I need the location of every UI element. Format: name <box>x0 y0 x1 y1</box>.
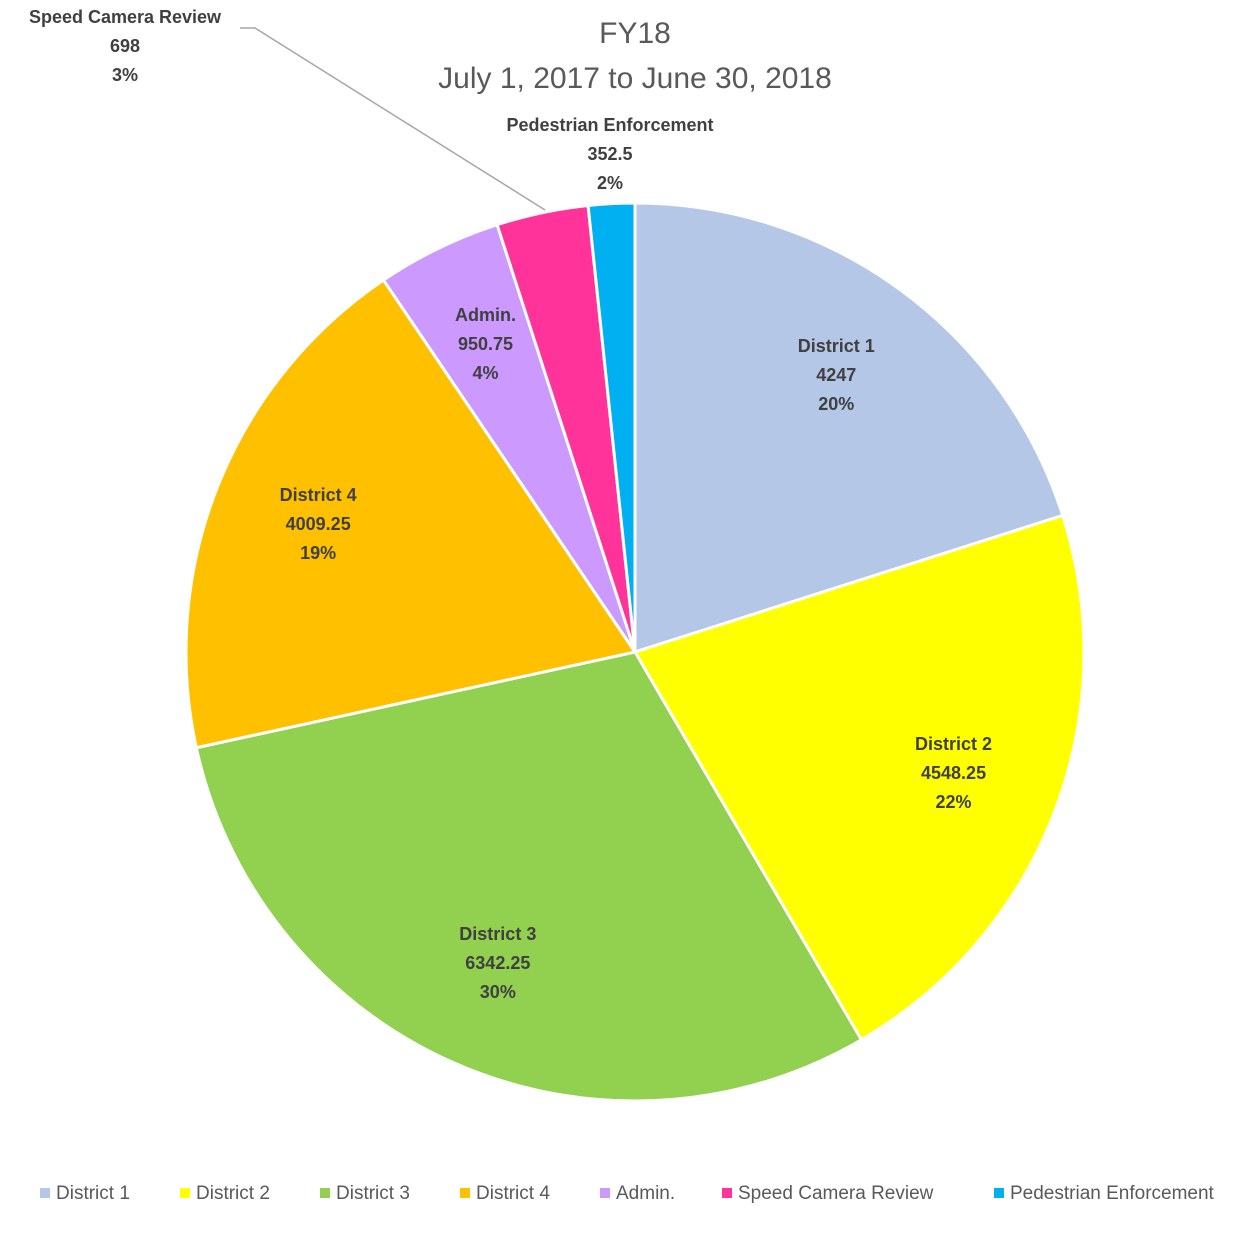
legend-label: District 1 <box>56 1183 130 1204</box>
label-percent: 3% <box>112 65 138 85</box>
label-value: 950.75 <box>458 334 513 354</box>
label-percent: 20% <box>818 394 854 414</box>
pie-slice <box>586 201 637 653</box>
label-name: District 2 <box>915 734 992 754</box>
legend-swatch <box>722 1188 732 1198</box>
data-label: Speed Camera Review 698 3% <box>29 7 222 85</box>
data-label: District 4 4009.25 19% <box>280 485 357 563</box>
label-name: District 1 <box>798 336 875 356</box>
label-name: Pedestrian Enforcement <box>506 115 713 135</box>
data-label: Admin. 950.75 4% <box>455 305 516 383</box>
data-label: District 2 4548.25 22% <box>915 734 992 812</box>
pie-slice <box>194 650 864 1103</box>
legend-label: Speed Camera Review <box>738 1183 934 1204</box>
label-percent: 22% <box>936 792 972 812</box>
label-name: District 4 <box>280 485 357 505</box>
data-label: District 1 4247 20% <box>798 336 875 414</box>
legend-swatch <box>180 1188 190 1198</box>
leader-line <box>240 27 546 211</box>
legend-label: District 2 <box>196 1183 270 1204</box>
legend-swatch <box>994 1188 1004 1198</box>
data-label: Pedestrian Enforcement 352.5 2% <box>506 115 713 193</box>
pie-slice <box>632 513 1086 1042</box>
label-name: Admin. <box>455 305 516 325</box>
label-percent: 4% <box>473 363 499 383</box>
label-percent: 2% <box>597 173 623 193</box>
label-percent: 19% <box>300 543 336 563</box>
legend-label: District 4 <box>476 1183 550 1204</box>
chart-title: FY18 <box>599 17 671 50</box>
pie-slice <box>633 201 1065 655</box>
legend-swatch <box>320 1188 330 1198</box>
label-name: District 3 <box>459 924 536 944</box>
legend-label: Pedestrian Enforcement <box>1010 1183 1215 1204</box>
legend-label: Admin. <box>616 1183 675 1204</box>
legend-swatch <box>460 1188 470 1198</box>
label-value: 4247 <box>816 365 856 385</box>
pie-slice <box>184 277 638 750</box>
label-value: 698 <box>110 36 140 56</box>
chart-subtitle: July 1, 2017 to June 30, 2018 <box>438 62 832 95</box>
label-value: 4009.25 <box>286 514 351 534</box>
legend-swatch <box>40 1188 50 1198</box>
data-label: District 3 6342.25 30% <box>459 924 536 1002</box>
label-value: 4548.25 <box>921 763 986 783</box>
label-value: 6342.25 <box>465 953 530 973</box>
label-percent: 30% <box>480 982 516 1002</box>
label-value: 352.5 <box>587 144 632 164</box>
label-name: Speed Camera Review <box>29 7 222 27</box>
legend-label: District 3 <box>336 1183 410 1204</box>
legend-swatch <box>600 1188 610 1198</box>
